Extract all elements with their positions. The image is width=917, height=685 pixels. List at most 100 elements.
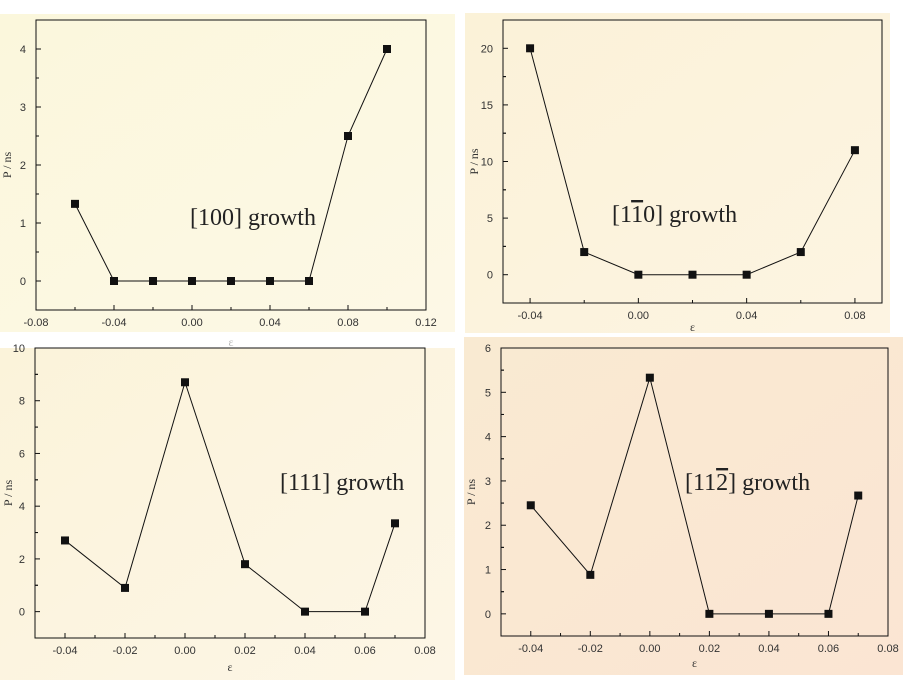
chart-panel-4: -0.04 -0.02 0.00 0.02 0.04 0.06 0.08 0 1 2 3 4 5 6 ε P … [464,337,903,675]
panel-background [465,13,890,333]
data-point [796,248,805,257]
data-point [71,199,79,208]
y-tick-label: 2 [19,554,25,566]
data-point [305,277,313,285]
data-point [526,44,535,53]
data-point [227,277,235,285]
y-tick-label: 3 [485,476,491,488]
data-point [705,609,714,618]
y-axis-label: P / ns [0,152,14,179]
chart-panel-3: -0.04 -0.02 0.00 0.02 0.04 0.06 0.08 0 2 4 6 8 10 ε P … [0,343,455,680]
data-point [188,277,196,285]
data-point [181,378,189,387]
x-tick-label: -0.08 [23,317,48,329]
label-segment: growth [663,202,737,228]
x-tick-label: 0.12 [415,317,436,329]
x-axis-label: ε [227,660,232,674]
y-tick-label: 1 [20,218,26,230]
y-tick-label: 5 [485,387,491,399]
x-tick-label: 0.08 [414,645,435,657]
data-point [344,132,352,140]
y-tick-label: 10 [481,157,493,169]
overbar-index: 2 [716,470,728,496]
data-point [391,519,399,528]
data-point [645,373,654,382]
x-tick-label: -0.02 [578,643,603,655]
y-tick-label: 0 [19,607,25,619]
x-tick-label: -0.02 [112,645,137,657]
x-tick-label: 0.04 [259,317,280,329]
x-axis-label: ε [692,656,697,670]
data-point [764,609,773,618]
y-tick-label: 5 [487,213,493,225]
y-axis-label: P / ns [1,480,15,507]
x-tick-label: -0.04 [518,643,543,655]
x-tick-label: -0.04 [52,645,77,657]
y-tick-label: 0 [20,276,26,288]
x-tick-label: 0.00 [181,317,202,329]
y-tick-label: 4 [485,432,491,444]
x-tick-label: 0.04 [736,310,757,322]
x-tick-label: -0.04 [101,317,126,329]
y-tick-label: 6 [485,343,491,355]
y-axis-label: P / ns [467,148,481,175]
y-tick-label: 0 [485,609,491,621]
data-point [266,277,274,285]
data-point [688,270,697,279]
x-axis-label: ε [690,320,695,334]
y-tick-label: 3 [20,102,26,114]
x-tick-label: -0.04 [518,310,543,322]
chart-panel-1: -0.08 -0.04 0.00 0.04 0.08 0.12 0 1 2 3 4 ε P / ns [1… [0,14,455,349]
data-point [850,146,859,155]
plot-frame [500,347,889,637]
label-segment: growth [242,205,316,231]
panel-background [0,348,455,680]
y-tick-label: 2 [20,160,26,172]
x-tick-label: 0.04 [294,645,315,657]
panel-background [464,337,903,675]
x-tick-label: 0.02 [234,645,255,657]
x-tick-label: 0.00 [174,645,195,657]
growth-direction-label: [100] growth [190,205,316,231]
data-point [61,536,69,545]
growth-direction-label: [110] growth [612,202,737,228]
y-tick-label: 4 [20,44,26,56]
x-tick-label: 0.00 [628,310,649,322]
y-tick-label: 20 [481,43,493,55]
data-point [634,270,643,279]
y-axis-label: P / ns [464,479,478,506]
data-point [586,570,595,579]
data-point [383,45,391,53]
x-tick-label: 0.08 [337,317,358,329]
label-segment: [11 [685,470,716,496]
data-point [854,491,863,500]
chart-panel-2: -0.04 0.00 0.04 0.08 0 5 10 15 20 ε P / ns [110] gr… [465,13,890,334]
x-axis-label: ε [228,335,233,349]
growth-direction-label: [112] growth [685,470,810,496]
growth-direction-label: [111] growth [280,470,404,496]
plot-frame [34,347,426,639]
data-point [742,270,751,279]
y-tick-label: 15 [481,100,493,112]
y-tick-label: 10 [13,343,25,355]
data-point [580,248,589,257]
label-segment: [1 [612,202,631,228]
y-tick-label: 6 [19,448,25,460]
data-point [241,560,249,569]
data-point [526,501,535,510]
x-tick-label: 0.00 [639,643,660,655]
y-tick-label: 1 [485,565,491,577]
y-tick-label: 8 [19,396,25,408]
y-tick-label: 2 [485,520,491,532]
data-point [110,277,118,285]
x-tick-label: 0.04 [758,643,779,655]
x-tick-label: 0.06 [354,645,375,657]
x-tick-label: 0.06 [818,643,839,655]
label-segment: growth [330,470,404,496]
data-point [301,607,309,616]
data-point [361,607,369,616]
x-tick-label: 0.08 [844,310,865,322]
data-point [824,609,833,618]
label-segment: ] [728,470,736,496]
